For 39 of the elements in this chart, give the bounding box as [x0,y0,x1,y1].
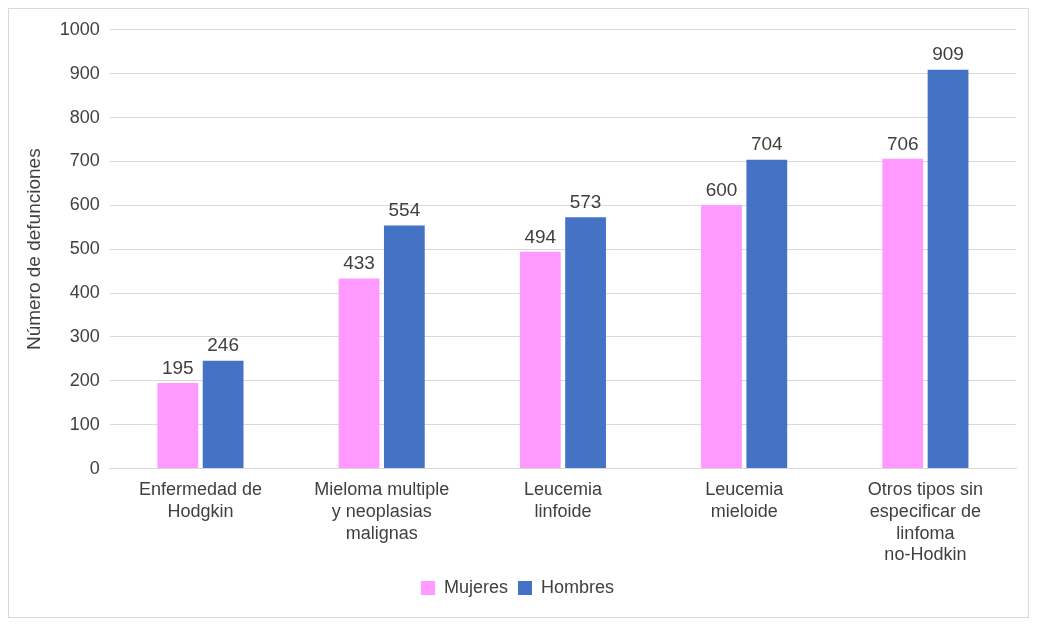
y-tick-label: 300 [69,325,100,346]
bar [882,158,924,469]
x-tick-label: Leucemia linfoide [523,479,603,521]
y-tick-label: 800 [69,106,100,127]
bar [927,69,969,469]
bar [565,217,606,469]
data-label: 195 [161,356,194,378]
y-tick-label: 600 [69,194,100,215]
x-tick-label: Mieloma multiple y neoplasias malignas [314,479,450,543]
y-tick-label: 700 [69,150,100,171]
x-tick-label: Leucemia mieloide [705,479,785,521]
y-tick-label: 200 [69,369,100,390]
y-tick-label: 400 [69,282,100,303]
y-tick-label: 900 [69,62,100,83]
legend-label: Hombres [541,576,615,597]
y-axis-title: Número de defunciones [22,148,44,351]
y-tick-label: 500 [69,238,100,259]
bar [157,383,199,469]
bar [202,360,244,469]
bar [519,251,561,469]
data-label: 554 [388,199,421,221]
data-label: 494 [524,225,557,247]
x-tick-label: Enfermedad de Hodgkin [138,479,263,521]
data-label: 600 [705,179,738,201]
y-tick-label: 0 [89,457,100,478]
data-label: 433 [343,252,375,274]
data-label: 706 [886,132,919,154]
data-label: 704 [750,133,784,155]
data-label: 573 [569,190,602,212]
bar [383,225,425,469]
bar [338,278,380,469]
y-tick-label: 1000 [59,18,100,39]
y-tick-label: 100 [69,413,100,434]
data-label: 909 [932,43,964,65]
bar [701,205,742,469]
x-tick-label: Otros tipos sin especificar de linfoma no-Hodkin [867,479,983,565]
data-label: 246 [207,334,239,356]
bar [746,159,788,469]
legend-label: Mujeres [443,576,509,597]
